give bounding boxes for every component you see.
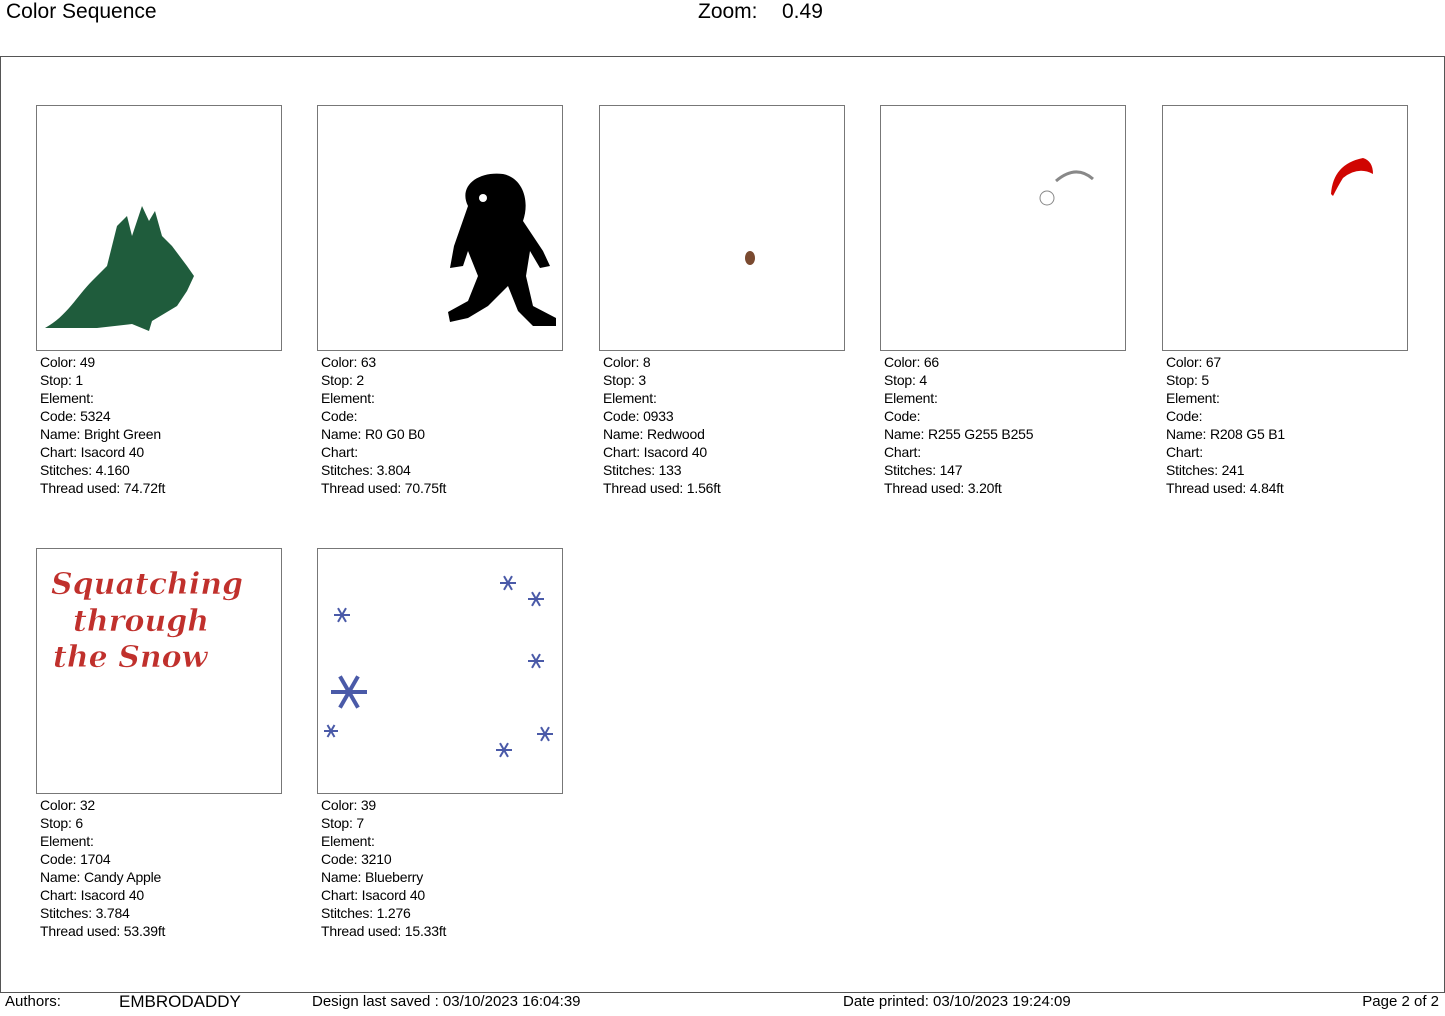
info-code: Code: [1166, 408, 1203, 424]
info-stitches: Stitches: 1.276 [321, 905, 411, 921]
color-stop-card: Color: 67 Stop: 5 Element: Code: Name: R208… [1162, 105, 1408, 497]
info-name: Name: R255 G255 B255 [884, 426, 1034, 442]
stitch-preview: Squatching through the Snow [36, 548, 282, 794]
info-code: Code: [884, 408, 921, 424]
info-name: Name: Bright Green [40, 426, 161, 442]
info-name: Name: R208 G5 B1 [1166, 426, 1285, 442]
snowflake-icon [334, 607, 350, 623]
info-color: Color: 66 [884, 354, 940, 370]
info-stop: Stop: 3 [603, 372, 646, 388]
color-stop-card: Color: 66 Stop: 4 Element: Code: Name: R255… [880, 105, 1126, 497]
design-last-saved: Design last saved : 03/10/2023 16:04:39 [312, 993, 581, 1010]
info-stop: Stop: 6 [40, 815, 83, 831]
info-code: Code: 1704 [40, 851, 111, 867]
info-color: Color: 63 [321, 354, 377, 370]
info-stop: Stop: 2 [321, 372, 364, 388]
info-element: Element: [40, 833, 94, 849]
info-thread: Thread used: 53.39ft [40, 923, 166, 939]
stitch-preview [880, 105, 1126, 351]
info-stitches: Stitches: 3.784 [40, 905, 130, 921]
info-stitches: Stitches: 4.160 [40, 462, 130, 478]
info-thread: Thread used: 15.33ft [321, 923, 447, 939]
snowflake-icon [324, 724, 338, 738]
page-number: Page 2 of 2 [1362, 993, 1439, 1010]
info-name: Name: R0 G0 B0 [321, 426, 425, 442]
color-stop-card: Squatching through the Snow Color: 32 Stop: … [36, 548, 282, 940]
stitch-preview [599, 105, 845, 351]
author-name: EMBRODADDY [119, 992, 241, 1011]
page-title: Color Sequence [6, 0, 157, 23]
color-stop-card: Color: 49 Stop: 1 Element: Code: 5324 Name: … [36, 105, 282, 497]
info-element: Element: [321, 390, 375, 406]
artwork-lettering: through [73, 604, 209, 639]
info-stitches: Stitches: 241 [1166, 462, 1245, 478]
info-chart: Chart: Isacord 40 [603, 444, 707, 460]
info-thread: Thread used: 4.84ft [1166, 480, 1284, 496]
date-printed: Date printed: 03/10/2023 19:24:09 [843, 993, 1071, 1010]
info-stitches: Stitches: 3.804 [321, 462, 411, 478]
info-name: Name: Redwood [603, 426, 705, 442]
snowflake-icon [528, 591, 544, 607]
color-stop-card: Color: 39 Stop: 7 Element: Code: 3210 Name: … [317, 548, 563, 940]
info-color: Color: 39 [321, 797, 377, 813]
info-stitches: Stitches: 147 [884, 462, 963, 478]
info-chart: Chart: [321, 444, 358, 460]
color-stop-card: Color: 8 Stop: 3 Element: Code: 0933 Name: R… [599, 105, 845, 497]
info-thread: Thread used: 3.20ft [884, 480, 1002, 496]
info-color: Color: 8 [603, 354, 651, 370]
info-chart: Chart: [1166, 444, 1203, 460]
info-color: Color: 49 [40, 354, 96, 370]
authors-label: Authors: [5, 993, 61, 1010]
info-color: Color: 67 [1166, 354, 1222, 370]
zoom-label: Zoom: [698, 0, 758, 23]
snowflake-icon [331, 675, 367, 709]
info-chart: Chart: Isacord 40 [321, 887, 425, 903]
snowflake-icon [500, 575, 516, 591]
artwork-lettering: the Snow [53, 640, 209, 675]
info-stop: Stop: 1 [40, 372, 83, 388]
info-stop: Stop: 7 [321, 815, 364, 831]
info-element: Element: [321, 833, 375, 849]
info-thread: Thread used: 1.56ft [603, 480, 721, 496]
info-color: Color: 32 [40, 797, 96, 813]
snowflake-icon [496, 742, 512, 758]
stitch-preview [317, 548, 563, 794]
info-name: Name: Candy Apple [40, 869, 162, 885]
stitch-preview [1162, 105, 1408, 351]
color-stop-card: Color: 63 Stop: 2 Element: Code: Name: R0 G… [317, 105, 563, 497]
info-thread: Thread used: 70.75ft [321, 480, 447, 496]
info-code: Code: [321, 408, 358, 424]
info-code: Code: 3210 [321, 851, 392, 867]
info-element: Element: [603, 390, 657, 406]
stitch-preview [317, 105, 563, 351]
snowflake-icon [537, 726, 553, 742]
info-element: Element: [884, 390, 938, 406]
info-stop: Stop: 4 [884, 372, 927, 388]
artwork-lettering: Squatching [51, 567, 243, 602]
info-element: Element: [40, 390, 94, 406]
info-chart: Chart: Isacord 40 [40, 444, 144, 460]
info-element: Element: [1166, 390, 1220, 406]
info-chart: Chart: [884, 444, 921, 460]
info-name: Name: Blueberry [321, 869, 424, 885]
info-stitches: Stitches: 133 [603, 462, 682, 478]
info-code: Code: 0933 [603, 408, 674, 424]
zoom-value: 0.49 [782, 0, 823, 23]
info-chart: Chart: Isacord 40 [40, 887, 144, 903]
snowflake-icon [528, 653, 544, 669]
info-stop: Stop: 5 [1166, 372, 1209, 388]
info-thread: Thread used: 74.72ft [40, 480, 166, 496]
info-code: Code: 5324 [40, 408, 111, 424]
stitch-preview [36, 105, 282, 351]
